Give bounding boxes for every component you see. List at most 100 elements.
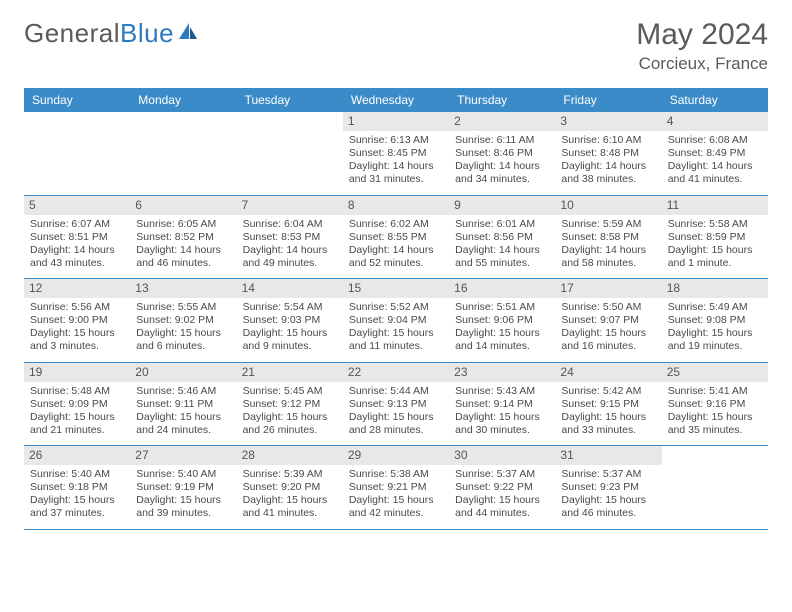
- sunset-text: Sunset: 9:06 PM: [455, 314, 549, 327]
- day-number: 17: [555, 279, 661, 298]
- sunrise-text: Sunrise: 5:49 AM: [668, 301, 762, 314]
- sunrise-text: Sunrise: 6:08 AM: [668, 134, 762, 147]
- day-number: 2: [449, 112, 555, 131]
- calendar-cell: 19Sunrise: 5:48 AMSunset: 9:09 PMDayligh…: [24, 363, 130, 446]
- sunrise-text: Sunrise: 6:01 AM: [455, 218, 549, 231]
- calendar-cell: 15Sunrise: 5:52 AMSunset: 9:04 PMDayligh…: [343, 279, 449, 362]
- daylight-text: Daylight: 14 hours and 34 minutes.: [455, 160, 549, 186]
- sunrise-text: Sunrise: 5:37 AM: [455, 468, 549, 481]
- daylight-text: Daylight: 15 hours and 1 minute.: [668, 244, 762, 270]
- daylight-text: Daylight: 15 hours and 41 minutes.: [243, 494, 337, 520]
- daylight-text: Daylight: 14 hours and 41 minutes.: [668, 160, 762, 186]
- calendar-cell: 22Sunrise: 5:44 AMSunset: 9:13 PMDayligh…: [343, 363, 449, 446]
- sunrise-text: Sunrise: 6:11 AM: [455, 134, 549, 147]
- sunset-text: Sunset: 8:45 PM: [349, 147, 443, 160]
- calendar-cell: 13Sunrise: 5:55 AMSunset: 9:02 PMDayligh…: [130, 279, 236, 362]
- day-header: Sunday: [24, 88, 130, 112]
- sunrise-text: Sunrise: 5:42 AM: [561, 385, 655, 398]
- day-number: 30: [449, 446, 555, 465]
- calendar: SundayMondayTuesdayWednesdayThursdayFrid…: [24, 88, 768, 530]
- day-number: 4: [662, 112, 768, 131]
- sunrise-text: Sunrise: 5:54 AM: [243, 301, 337, 314]
- daylight-text: Daylight: 14 hours and 55 minutes.: [455, 244, 549, 270]
- sunset-text: Sunset: 8:55 PM: [349, 231, 443, 244]
- sunset-text: Sunset: 9:08 PM: [668, 314, 762, 327]
- sunset-text: Sunset: 8:53 PM: [243, 231, 337, 244]
- day-header: Tuesday: [237, 88, 343, 112]
- day-number: 24: [555, 363, 661, 382]
- logo-sail-icon: [177, 21, 199, 41]
- page: GeneralBlue May 2024 Corcieux, France Su…: [0, 0, 792, 548]
- day-number: 7: [237, 196, 343, 215]
- calendar-cell: 27Sunrise: 5:40 AMSunset: 9:19 PMDayligh…: [130, 446, 236, 529]
- calendar-cell: 23Sunrise: 5:43 AMSunset: 9:14 PMDayligh…: [449, 363, 555, 446]
- sunrise-text: Sunrise: 5:52 AM: [349, 301, 443, 314]
- sunset-text: Sunset: 9:21 PM: [349, 481, 443, 494]
- sunrise-text: Sunrise: 6:05 AM: [136, 218, 230, 231]
- day-number: 26: [24, 446, 130, 465]
- day-number: 16: [449, 279, 555, 298]
- daylight-text: Daylight: 15 hours and 46 minutes.: [561, 494, 655, 520]
- sunrise-text: Sunrise: 5:38 AM: [349, 468, 443, 481]
- calendar-cell: 12Sunrise: 5:56 AMSunset: 9:00 PMDayligh…: [24, 279, 130, 362]
- calendar-cell: 28Sunrise: 5:39 AMSunset: 9:20 PMDayligh…: [237, 446, 343, 529]
- header: GeneralBlue May 2024 Corcieux, France: [24, 18, 768, 74]
- sunset-text: Sunset: 9:22 PM: [455, 481, 549, 494]
- calendar-cell-empty: [24, 112, 130, 195]
- daylight-text: Daylight: 15 hours and 26 minutes.: [243, 411, 337, 437]
- location: Corcieux, France: [636, 54, 768, 74]
- sunset-text: Sunset: 9:15 PM: [561, 398, 655, 411]
- calendar-week: 26Sunrise: 5:40 AMSunset: 9:18 PMDayligh…: [24, 446, 768, 530]
- sunset-text: Sunset: 8:58 PM: [561, 231, 655, 244]
- sunset-text: Sunset: 8:56 PM: [455, 231, 549, 244]
- daylight-text: Daylight: 15 hours and 6 minutes.: [136, 327, 230, 353]
- sunrise-text: Sunrise: 5:50 AM: [561, 301, 655, 314]
- sunset-text: Sunset: 9:19 PM: [136, 481, 230, 494]
- calendar-cell: 14Sunrise: 5:54 AMSunset: 9:03 PMDayligh…: [237, 279, 343, 362]
- daylight-text: Daylight: 15 hours and 37 minutes.: [30, 494, 124, 520]
- day-number: 23: [449, 363, 555, 382]
- day-number: 8: [343, 196, 449, 215]
- daylight-text: Daylight: 14 hours and 38 minutes.: [561, 160, 655, 186]
- day-number: 18: [662, 279, 768, 298]
- logo: GeneralBlue: [24, 18, 199, 49]
- day-header: Friday: [555, 88, 661, 112]
- sunrise-text: Sunrise: 6:13 AM: [349, 134, 443, 147]
- sunrise-text: Sunrise: 5:40 AM: [136, 468, 230, 481]
- day-number: 10: [555, 196, 661, 215]
- day-number: 28: [237, 446, 343, 465]
- sunset-text: Sunset: 9:13 PM: [349, 398, 443, 411]
- daylight-text: Daylight: 15 hours and 30 minutes.: [455, 411, 549, 437]
- daylight-text: Daylight: 14 hours and 52 minutes.: [349, 244, 443, 270]
- calendar-cell: 7 Sunrise: 6:04 AMSunset: 8:53 PMDaylight…: [237, 196, 343, 279]
- calendar-cell: 17Sunrise: 5:50 AMSunset: 9:07 PMDayligh…: [555, 279, 661, 362]
- daylight-text: Daylight: 15 hours and 9 minutes.: [243, 327, 337, 353]
- sunset-text: Sunset: 8:59 PM: [668, 231, 762, 244]
- calendar-cell: 20Sunrise: 5:46 AMSunset: 9:11 PMDayligh…: [130, 363, 236, 446]
- day-number: 21: [237, 363, 343, 382]
- day-number: 31: [555, 446, 661, 465]
- day-number: 15: [343, 279, 449, 298]
- calendar-cell: 6Sunrise: 6:05 AMSunset: 8:52 PMDaylight…: [130, 196, 236, 279]
- day-header: Wednesday: [343, 88, 449, 112]
- sunrise-text: Sunrise: 6:02 AM: [349, 218, 443, 231]
- sunrise-text: Sunrise: 6:04 AM: [243, 218, 337, 231]
- calendar-cell: 25Sunrise: 5:41 AMSunset: 9:16 PMDayligh…: [662, 363, 768, 446]
- sunrise-text: Sunrise: 5:40 AM: [30, 468, 124, 481]
- daylight-text: Daylight: 14 hours and 43 minutes.: [30, 244, 124, 270]
- daylight-text: Daylight: 14 hours and 49 minutes.: [243, 244, 337, 270]
- sunrise-text: Sunrise: 5:48 AM: [30, 385, 124, 398]
- daylight-text: Daylight: 15 hours and 11 minutes.: [349, 327, 443, 353]
- sunset-text: Sunset: 9:14 PM: [455, 398, 549, 411]
- sunrise-text: Sunrise: 6:10 AM: [561, 134, 655, 147]
- calendar-cell: 2Sunrise: 6:11 AMSunset: 8:46 PMDaylight…: [449, 112, 555, 195]
- sunrise-text: Sunrise: 5:45 AM: [243, 385, 337, 398]
- title-block: May 2024 Corcieux, France: [636, 18, 768, 74]
- daylight-text: Daylight: 15 hours and 35 minutes.: [668, 411, 762, 437]
- sunrise-text: Sunrise: 5:46 AM: [136, 385, 230, 398]
- sunrise-text: Sunrise: 5:59 AM: [561, 218, 655, 231]
- day-number: 1: [343, 112, 449, 131]
- sunset-text: Sunset: 8:49 PM: [668, 147, 762, 160]
- daylight-text: Daylight: 15 hours and 39 minutes.: [136, 494, 230, 520]
- sunset-text: Sunset: 9:00 PM: [30, 314, 124, 327]
